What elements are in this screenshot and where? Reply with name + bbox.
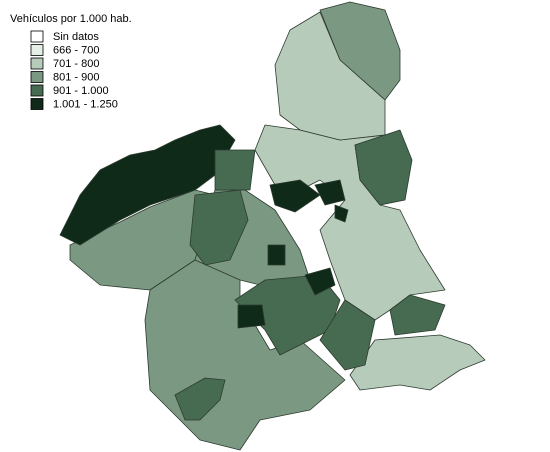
region	[267, 244, 286, 266]
region	[354, 129, 413, 206]
region	[269, 179, 321, 213]
legend-label: Sin datos	[53, 31, 99, 43]
region	[389, 294, 446, 336]
legend-label: 701 - 800	[53, 58, 99, 70]
region	[174, 377, 226, 421]
region	[314, 179, 346, 206]
legend-label: 666 - 700	[53, 44, 99, 56]
legend-swatch	[30, 98, 44, 110]
legend-label: 801 - 900	[53, 71, 99, 83]
legend-swatch	[30, 71, 44, 83]
region	[59, 124, 236, 246]
legend-swatch	[30, 84, 44, 97]
region	[304, 267, 336, 296]
region	[349, 334, 486, 391]
region	[214, 149, 256, 191]
legend-swatch	[30, 57, 44, 70]
region	[334, 204, 349, 223]
region	[237, 304, 266, 329]
legend-swatch	[30, 44, 44, 56]
regions	[59, 1, 486, 451]
legend-label: 1.001 - 1.250	[53, 98, 118, 110]
region	[319, 299, 376, 371]
legend-label: 901 - 1.000	[53, 85, 109, 97]
region	[274, 11, 386, 141]
legend-swatch	[30, 30, 44, 43]
legend-title: Vehículos por 1.000 hab.	[10, 13, 132, 25]
